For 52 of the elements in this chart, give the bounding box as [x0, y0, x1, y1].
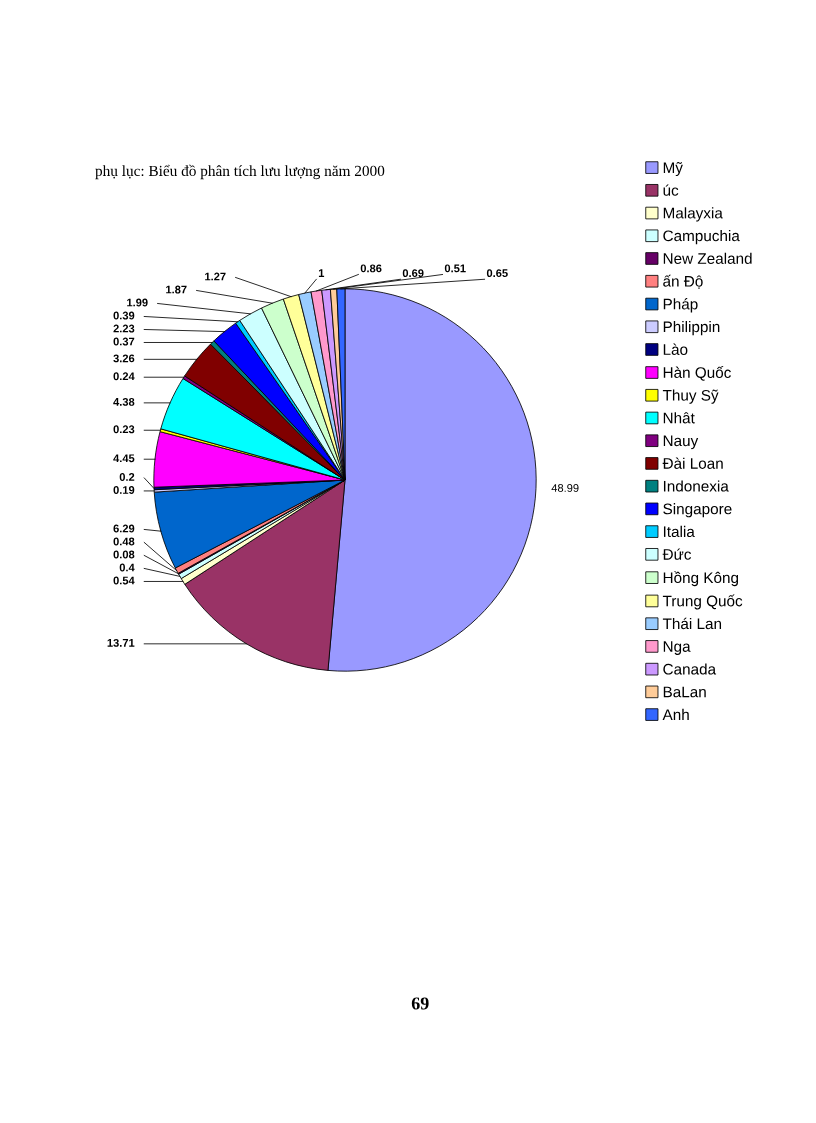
- legend-label: BaLan: [663, 686, 706, 698]
- legend-label: Campuchia: [663, 230, 740, 245]
- data-label: 0.2: [119, 473, 135, 481]
- legend-label: Canada: [663, 663, 717, 675]
- data-label: 0.19: [113, 486, 135, 494]
- legend-label: Nauy: [663, 435, 699, 450]
- legend-label: New Zealand: [663, 252, 752, 264]
- legend-label: Nga: [663, 641, 691, 655]
- legend-label: Thuy Sỹ: [662, 389, 719, 404]
- legend-label: Mỹ: [663, 161, 683, 177]
- data-label: 4.38: [113, 397, 135, 406]
- data-label: 0.37: [113, 337, 135, 346]
- legend-label: Lào: [663, 343, 688, 355]
- data-label: 3.26: [113, 354, 135, 363]
- chart-title: phụ lục: Biểu đồ phân tích lưu lượng năm 2000: [95, 164, 385, 180]
- legend-label: Hồng Kông: [663, 571, 739, 587]
- data-label: 13.71: [107, 638, 135, 647]
- data-label: 0.48: [113, 537, 135, 546]
- legend-label: Malayxia: [663, 207, 723, 222]
- legend-label: ấn Độ: [663, 274, 703, 289]
- legend-label: Philippin: [663, 321, 720, 336]
- data-label: 0.65: [486, 269, 508, 278]
- legend-label: Nhât: [663, 412, 695, 424]
- data-label: 0.23: [113, 425, 135, 434]
- legend-label: Pháp: [663, 298, 698, 313]
- data-label: 1.27: [205, 272, 226, 281]
- text: 69: [411, 997, 429, 1010]
- data-label: 0.69: [402, 269, 424, 278]
- legend-label: Thái Lan: [662, 617, 722, 630]
- data-label: 4.45: [113, 454, 135, 463]
- data-label: 1.99: [127, 298, 148, 307]
- data-label: 0.51: [444, 264, 466, 273]
- data-label: 2.23: [113, 324, 135, 333]
- data-label: 1: [318, 269, 325, 277]
- legend-label: úc: [663, 184, 679, 196]
- data-label: 6.29: [113, 524, 135, 533]
- legend-label: Đài Loan: [662, 457, 723, 469]
- data-label: 1.87: [166, 285, 187, 294]
- data-label: 0.4: [119, 563, 135, 572]
- legend-label: Đức: [662, 548, 692, 560]
- data-label: 0.54: [113, 576, 135, 585]
- legend-label: Anh: [662, 708, 689, 720]
- data-label: 0.08: [113, 550, 135, 559]
- legend-label: Italia: [663, 525, 695, 538]
- data-label: 0.39: [113, 311, 135, 320]
- legend-label: Trung Quốc: [662, 594, 743, 610]
- data-label: 0.86: [360, 264, 382, 273]
- legend-label: Singapore: [663, 503, 732, 518]
- legend-label: Indonexia: [663, 480, 729, 492]
- data-label: 48.99: [551, 484, 579, 492]
- legend-label: Hàn Quốc: [663, 366, 731, 381]
- data-label: 0.24: [113, 372, 135, 381]
